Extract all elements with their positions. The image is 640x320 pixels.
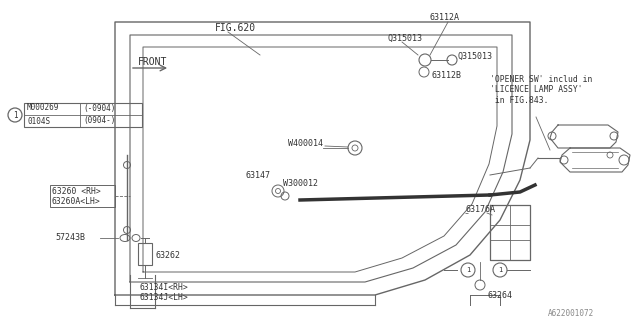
Text: 0104S: 0104S (27, 116, 50, 125)
Bar (138, 243, 152, 265)
Text: A622001072: A622001072 (548, 308, 595, 317)
Text: Q315013: Q315013 (387, 34, 422, 43)
Text: 57243B: 57243B (55, 234, 85, 243)
Text: 1: 1 (13, 110, 17, 119)
Text: (-0904): (-0904) (83, 103, 115, 113)
Text: M000269: M000269 (27, 103, 60, 113)
Text: W400014: W400014 (288, 140, 323, 148)
Text: Q315013: Q315013 (458, 52, 493, 60)
Text: 63260A<LH>: 63260A<LH> (52, 196, 100, 205)
Text: 63112A: 63112A (430, 13, 460, 22)
Text: 63176A: 63176A (465, 205, 495, 214)
Text: 63260 <RH>: 63260 <RH> (52, 187, 100, 196)
Text: 'OPENER SW' includ in
'LICENCE LAMP ASSY'
 in FIG.843.: 'OPENER SW' includ in 'LICENCE LAMP ASSY… (490, 75, 593, 105)
Text: 63262: 63262 (155, 251, 180, 260)
Text: 63112B: 63112B (432, 70, 462, 79)
Text: 63134I<RH>: 63134I<RH> (140, 283, 189, 292)
Bar (50, 185, 115, 207)
Text: FRONT: FRONT (138, 57, 168, 67)
Text: 63134J<LH>: 63134J<LH> (140, 292, 189, 301)
Text: (0904-): (0904-) (83, 116, 115, 125)
Text: 1: 1 (498, 267, 502, 273)
Text: FIG.620: FIG.620 (215, 23, 256, 33)
Bar (24, 103, 142, 127)
Text: 63147: 63147 (245, 171, 270, 180)
Text: 63264: 63264 (488, 291, 513, 300)
Text: W300012: W300012 (283, 180, 318, 188)
Text: 1: 1 (466, 267, 470, 273)
